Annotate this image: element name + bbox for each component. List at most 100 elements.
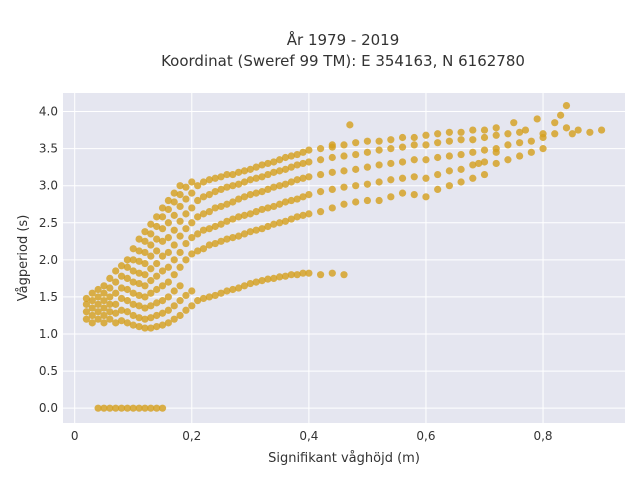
data-point	[129, 245, 137, 253]
data-point	[135, 269, 143, 277]
data-point	[305, 190, 313, 199]
data-point	[129, 321, 137, 329]
data-point	[123, 404, 131, 412]
data-point	[158, 252, 167, 260]
data-point	[217, 289, 225, 297]
data-point	[480, 146, 489, 154]
data-point	[188, 302, 196, 310]
data-point	[205, 293, 213, 301]
data-point	[398, 133, 407, 142]
y-axis-ticks: 0.0 0.5 1.0 1.5 2.0 2.5 3.0 3.5 4.0	[39, 105, 58, 416]
data-point	[94, 300, 102, 308]
data-point	[182, 291, 190, 300]
data-point	[328, 204, 336, 212]
data-point	[158, 267, 167, 275]
data-point	[147, 220, 155, 228]
data-point	[182, 306, 190, 314]
data-point	[562, 124, 571, 132]
x-tick-label: 0,8	[533, 429, 552, 443]
data-point	[164, 205, 172, 214]
data-point	[123, 297, 131, 305]
data-point	[287, 215, 295, 223]
data-point	[112, 309, 120, 317]
data-point	[346, 121, 354, 129]
data-point	[170, 271, 178, 279]
data-point	[264, 159, 272, 168]
data-point	[217, 202, 225, 211]
data-point	[276, 182, 284, 190]
data-point	[387, 159, 395, 168]
data-point	[363, 148, 372, 156]
x-tick-label: 0,4	[299, 429, 318, 443]
data-point	[153, 235, 161, 243]
data-point	[82, 315, 91, 323]
data-point	[398, 143, 407, 151]
data-point	[363, 137, 372, 145]
data-point	[100, 289, 108, 297]
data-point	[235, 284, 243, 292]
data-point	[281, 198, 290, 206]
data-point	[106, 300, 114, 308]
y-tick-label: 0.0	[39, 401, 58, 415]
data-point	[516, 139, 524, 147]
data-point	[158, 282, 167, 290]
data-point	[328, 141, 336, 149]
data-point	[276, 219, 284, 227]
data-point	[293, 271, 301, 279]
data-point	[299, 211, 307, 219]
data-point	[445, 167, 453, 175]
data-point	[170, 198, 178, 206]
data-point	[141, 315, 149, 323]
data-point	[129, 289, 137, 297]
data-point	[112, 289, 120, 297]
data-point	[88, 311, 96, 320]
data-point	[434, 139, 442, 147]
data-point	[270, 168, 278, 176]
data-point	[475, 159, 483, 168]
data-point	[158, 237, 167, 245]
data-point	[539, 130, 547, 138]
data-point	[158, 204, 167, 212]
data-point	[135, 314, 143, 322]
data-point	[457, 150, 465, 159]
data-point	[316, 170, 325, 179]
data-point	[434, 130, 442, 138]
data-point	[340, 200, 348, 208]
data-point	[211, 222, 219, 231]
data-point	[398, 158, 407, 166]
data-point	[88, 304, 96, 312]
data-point	[316, 156, 325, 164]
y-tick-label: 3.5	[39, 142, 58, 156]
data-point	[176, 311, 184, 320]
data-point	[281, 272, 290, 280]
data-point	[141, 282, 149, 290]
data-point	[539, 145, 547, 153]
data-point	[258, 277, 266, 285]
data-point	[562, 102, 571, 110]
data-point	[328, 269, 336, 277]
data-point	[434, 153, 442, 162]
data-point	[299, 174, 307, 182]
y-tick-label: 4.0	[39, 105, 58, 119]
data-point	[147, 324, 155, 332]
data-point	[246, 228, 254, 236]
data-point	[299, 148, 307, 156]
data-point	[117, 404, 126, 412]
data-point	[328, 168, 336, 176]
data-point	[305, 158, 313, 166]
data-point	[100, 282, 108, 290]
data-point	[176, 297, 184, 305]
data-point	[147, 289, 155, 297]
data-point	[153, 311, 161, 320]
data-point	[387, 176, 395, 184]
data-point	[434, 185, 442, 194]
data-point	[188, 287, 196, 295]
data-point	[176, 282, 184, 290]
data-point	[352, 198, 360, 206]
data-point	[199, 226, 208, 234]
data-point	[112, 404, 120, 412]
data-point	[281, 180, 290, 188]
data-point	[106, 293, 114, 301]
data-point	[147, 265, 155, 273]
